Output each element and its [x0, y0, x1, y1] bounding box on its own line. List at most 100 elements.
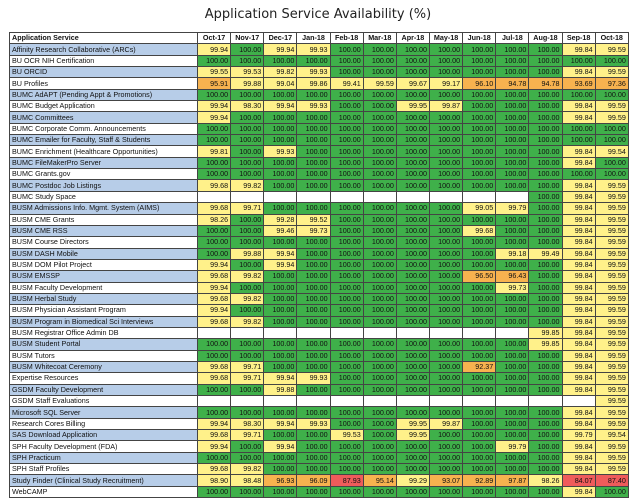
availability-cell: 93.69: [561, 77, 596, 90]
availability-cell: 99.84: [561, 270, 596, 283]
availability-cell: 100.00: [462, 349, 497, 362]
availability-cell: 100.00: [428, 236, 464, 249]
availability-cell: 100.00: [196, 383, 232, 397]
availability-cell: [230, 394, 265, 408]
table-row: BUMC Emailer for Faculty, Staff & Studen…: [9, 134, 629, 147]
availability-cell: 100.00: [362, 406, 397, 419]
availability-cell: 99.59: [594, 66, 629, 79]
availability-cell: 100.00: [362, 338, 397, 351]
availability-cell: 100.00: [296, 451, 331, 465]
availability-cell: 100.00: [362, 179, 397, 192]
availability-cell: 100.00: [528, 360, 563, 374]
availability-cell: 100.00: [395, 281, 430, 294]
availability-cell: 100.00: [329, 111, 364, 124]
availability-cell: 99.55: [196, 66, 232, 79]
availability-cell: [196, 394, 232, 408]
availability-cell: 100.00: [230, 111, 265, 124]
availability-cell: 99.59: [594, 224, 629, 238]
availability-cell: 100.00: [196, 134, 232, 147]
availability-cell: 99.79: [561, 429, 596, 442]
availability-cell: 100.00: [528, 349, 563, 362]
availability-cell: 100.00: [428, 43, 464, 56]
availability-cell: 100.00: [495, 43, 530, 56]
availability-cell: 99.84: [561, 406, 596, 419]
availability-cell: 100.00: [428, 179, 464, 192]
service-name: BU ORCID: [9, 66, 198, 79]
availability-cell: [230, 190, 265, 204]
availability-cell: [462, 394, 497, 408]
availability-cell: 100.00: [230, 440, 265, 453]
availability-cell: 100.00: [495, 406, 530, 419]
availability-cell: 100.00: [329, 122, 364, 136]
availability-cell: 100.00: [528, 224, 563, 238]
availability-cell: 99.94: [263, 440, 298, 453]
availability-cell: 100.00: [528, 440, 563, 453]
availability-cell: 100.00: [395, 451, 430, 465]
availability-cell: 100.00: [561, 122, 596, 136]
availability-cell: 99.53: [230, 66, 265, 79]
availability-cell: 98.48: [230, 474, 265, 487]
availability-cell: 100.00: [329, 224, 364, 238]
availability-cell: 100.00: [528, 54, 563, 68]
availability-cell: 99.94: [263, 100, 298, 113]
table-row: GSDM Faculty Development 100.00 100.00 99.8…: [9, 383, 629, 397]
availability-cell: [196, 190, 232, 204]
availability-cell: 100.00: [263, 338, 298, 351]
availability-cell: 100.00: [495, 156, 530, 170]
availability-cell: 100.00: [594, 122, 629, 136]
availability-cell: 100.00: [428, 134, 464, 147]
service-name: GSDM Staff Evaluations: [9, 394, 198, 408]
availability-cell: 99.59: [594, 100, 629, 113]
availability-cell: [462, 190, 497, 204]
availability-cell: 100.00: [263, 429, 298, 442]
table-row: BU OCR NIH Certification 100.00 100.00 100.…: [9, 54, 629, 68]
availability-cell: 99.04: [263, 77, 298, 90]
availability-cell: 100.00: [528, 66, 563, 79]
availability-cell: 100.00: [296, 88, 331, 102]
availability-cell: 100.00: [428, 54, 464, 68]
availability-cell: 100.00: [296, 429, 331, 442]
service-name: BUMC Committees: [9, 111, 198, 124]
availability-cell: 100.00: [329, 270, 364, 283]
availability-cell: 100.00: [594, 88, 629, 102]
availability-cell: [362, 190, 397, 204]
availability-cell: 100.00: [528, 168, 563, 181]
availability-cell: 100.00: [296, 338, 331, 351]
availability-cell: 100.00: [528, 485, 563, 498]
availability-cell: 100.00: [395, 122, 430, 136]
availability-cell: 100.00: [495, 383, 530, 397]
availability-cell: 100.00: [462, 247, 497, 260]
availability-cell: 100.00: [196, 156, 232, 170]
availability-cell: [495, 190, 530, 204]
availability-table: Application Service Oct-17 Nov-17 Dec-17 Ja…: [9, 31, 629, 498]
availability-cell: 100.00: [561, 88, 596, 102]
availability-cell: 99.84: [561, 440, 596, 453]
availability-cell: 99.59: [594, 292, 629, 306]
availability-cell: 100.00: [428, 122, 464, 136]
service-name: BUSM Whitecoat Ceremony: [9, 360, 198, 374]
availability-cell: 99.94: [196, 417, 232, 431]
availability-cell: 100.00: [528, 429, 563, 442]
availability-cell: 100.00: [428, 383, 464, 397]
availability-cell: 100.00: [296, 304, 331, 317]
availability-cell: 100.00: [395, 315, 430, 328]
availability-cell: 100.00: [329, 66, 364, 79]
availability-cell: 100.00: [362, 463, 397, 476]
availability-cell: 93.07: [428, 474, 464, 487]
table-row: BUMC AdAPT (Pending Appt & Promotions) 10…: [9, 88, 629, 102]
availability-cell: 100.00: [495, 111, 530, 124]
availability-cell: 100.00: [296, 122, 331, 136]
service-name: BUSM Physician Assistant Program: [9, 304, 198, 317]
availability-cell: 99.05: [462, 202, 497, 215]
service-name: BUSM DASH Mobile: [9, 247, 198, 260]
availability-cell: 99.59: [594, 360, 629, 374]
availability-cell: [263, 190, 298, 204]
availability-cell: 99.86: [296, 77, 331, 90]
table-row: BUSM Whitecoat Ceremony 99.68 99.71 100.00 1…: [9, 360, 629, 374]
availability-cell: 100.00: [362, 292, 397, 306]
availability-cell: 100.00: [296, 281, 331, 294]
table-row: Microsoft SQL Server 100.00 100.00 100.00 10…: [9, 406, 629, 419]
availability-cell: 100.00: [263, 281, 298, 294]
availability-cell: 100.00: [329, 360, 364, 374]
availability-cell: 100.00: [462, 66, 497, 79]
